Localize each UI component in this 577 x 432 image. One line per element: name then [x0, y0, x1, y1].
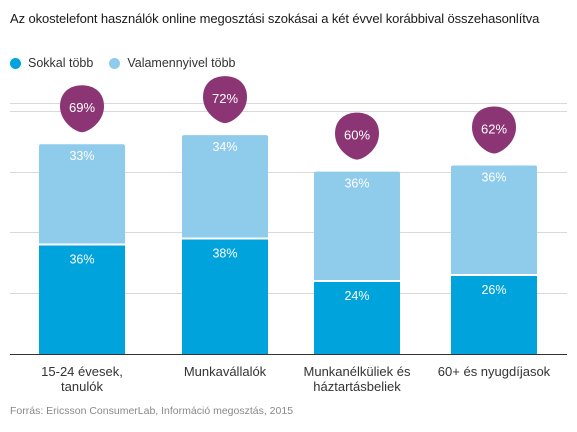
total-badge	[472, 106, 516, 154]
category-label: háztartásbeliek	[313, 379, 401, 394]
bar-valamennyivel-tobb	[451, 165, 537, 275]
total-badge	[203, 76, 247, 124]
data-label-valamennyivel: 34%	[212, 140, 237, 154]
total-label: 60%	[344, 128, 370, 143]
category-label: 60+ és nyugdíjasok	[438, 364, 551, 379]
legend-swatch-sokkal	[10, 57, 21, 69]
bar-sokkal-tobb	[314, 281, 400, 354]
total-label: 62%	[481, 122, 507, 137]
category-label: 15-24 évesek,	[41, 364, 123, 379]
chart-title: Az okostelefont használók online megoszt…	[10, 11, 540, 26]
total-label: 72%	[212, 91, 238, 106]
total-badge	[335, 112, 379, 160]
category-label: Munkanélküliek és	[304, 364, 411, 379]
category-label: tanulók	[61, 379, 103, 394]
legend-item-sokkal: Sokkal több	[10, 56, 93, 70]
bar-sokkal-tobb	[451, 274, 537, 354]
data-label-sokkal: 24%	[344, 289, 369, 303]
bar-valamennyivel-tobb	[39, 144, 125, 245]
legend-label-valamennyivel: Valamennyivel több	[127, 56, 236, 70]
legend-swatch-valamennyivel	[109, 57, 121, 69]
bar-valamennyivel-tobb	[314, 171, 400, 282]
data-label-valamennyivel: 33%	[69, 149, 94, 163]
legend-label-sokkal: Sokkal több	[28, 56, 94, 70]
legend-item-valamennyivel: Valamennyivel több	[109, 56, 236, 70]
category-label: Munkavállalók	[184, 364, 267, 379]
data-label-sokkal: 38%	[212, 246, 237, 260]
bar-valamennyivel-tobb	[182, 135, 268, 239]
source-note: Forrás: Ericsson ConsumerLab, Információ…	[10, 405, 294, 417]
data-label-valamennyivel: 36%	[344, 177, 369, 191]
bar-sokkal-tobb	[182, 238, 268, 354]
total-label: 69%	[69, 100, 95, 115]
bar-sokkal-tobb	[39, 244, 125, 354]
data-label-valamennyivel: 36%	[481, 171, 506, 185]
total-badge	[60, 85, 104, 133]
data-label-sokkal: 26%	[481, 283, 506, 297]
data-label-sokkal: 36%	[69, 253, 94, 267]
legend: Sokkal több Valamennyivel több	[10, 56, 252, 70]
